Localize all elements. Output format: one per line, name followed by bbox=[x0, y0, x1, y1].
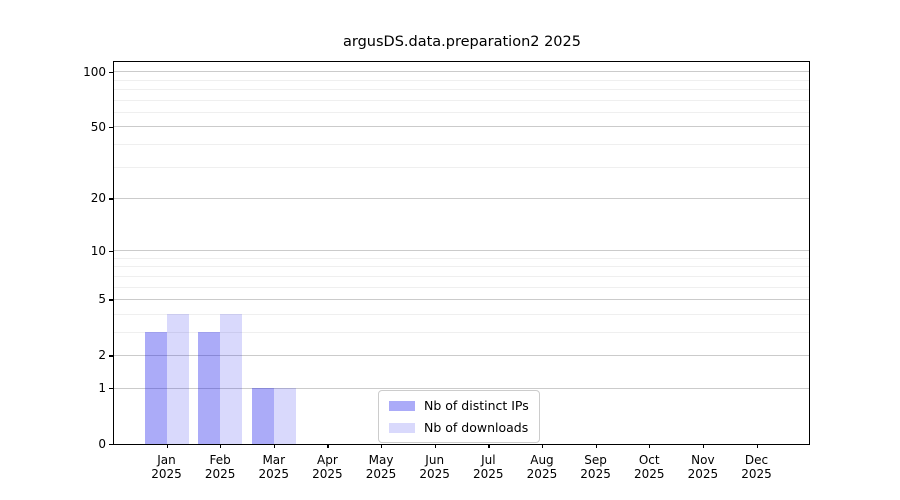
minor-gridline bbox=[114, 331, 809, 333]
y-tick-label: 1 bbox=[98, 381, 106, 396]
bar-mar-distinct-ips bbox=[251, 388, 274, 444]
x-tick-year: 2025 bbox=[204, 467, 236, 481]
x-tick-month: May bbox=[368, 453, 394, 467]
major-gridline bbox=[114, 71, 809, 73]
x-tick-year: 2025 bbox=[151, 467, 182, 481]
x-tick-year: 2025 bbox=[473, 467, 504, 481]
major-gridline bbox=[114, 298, 809, 300]
y-tick-mark bbox=[109, 198, 113, 200]
x-tick-label: Oct 2025 bbox=[621, 453, 677, 481]
bar-mar-downloads bbox=[273, 388, 296, 444]
major-gridline bbox=[114, 126, 809, 128]
legend-item-distinct-ips: Nb of distinct IPs bbox=[389, 398, 529, 413]
x-tick-mark bbox=[220, 444, 222, 448]
minor-gridline bbox=[114, 313, 809, 315]
minor-gridline bbox=[114, 111, 809, 113]
x-tick-mark bbox=[541, 444, 544, 448]
y-tick-label: 5 bbox=[98, 292, 106, 307]
x-tick-mark bbox=[595, 444, 597, 448]
minor-gridline bbox=[114, 286, 809, 288]
x-tick-month: Feb bbox=[209, 453, 231, 467]
x-tick-month: Jul bbox=[481, 453, 496, 467]
y-tick-mark bbox=[109, 388, 113, 390]
major-gridline bbox=[114, 387, 809, 389]
x-tick-year: 2025 bbox=[419, 467, 450, 481]
x-tick-year: 2025 bbox=[526, 467, 558, 481]
minor-gridline bbox=[114, 143, 809, 145]
y-tick-label: 2 bbox=[98, 348, 106, 363]
x-tick-month: Mar bbox=[262, 453, 286, 467]
y-tick-mark bbox=[109, 250, 113, 252]
bar-jan-distinct-ips bbox=[144, 332, 167, 444]
x-tick-year: 2025 bbox=[580, 467, 611, 481]
chart-title: argusDS.data.preparation2 2025 bbox=[342, 34, 581, 50]
major-gridline bbox=[114, 250, 809, 252]
x-tick-label: Feb 2025 bbox=[192, 453, 248, 481]
legend-label-downloads: Nb of downloads bbox=[424, 420, 529, 435]
x-tick-label: May 2025 bbox=[353, 453, 409, 481]
minor-gridline bbox=[114, 166, 809, 168]
x-tick-month: Oct bbox=[638, 453, 660, 467]
x-tick-year: 2025 bbox=[741, 467, 772, 481]
x-tick-label: Jun 2025 bbox=[407, 453, 463, 481]
x-tick-year: 2025 bbox=[312, 467, 343, 481]
y-tick-mark bbox=[109, 444, 113, 446]
legend-item-downloads: Nb of downloads bbox=[389, 420, 529, 435]
legend-swatch-downloads bbox=[389, 422, 415, 433]
major-gridline bbox=[114, 354, 809, 356]
bar-feb-downloads bbox=[220, 314, 243, 444]
x-tick-mark bbox=[381, 444, 383, 448]
x-tick-year: 2025 bbox=[365, 467, 397, 481]
bar-jan-downloads bbox=[166, 314, 189, 444]
major-gridline bbox=[114, 197, 809, 199]
minor-gridline bbox=[114, 99, 809, 101]
x-tick-label: Jan 2025 bbox=[139, 453, 195, 481]
minor-gridline bbox=[114, 89, 809, 91]
x-tick-year: 2025 bbox=[687, 467, 719, 481]
plot-area: 0 1 2 5 10 20 50 100 Jan 2025 Feb 2025 Mar 2025 Apr 202… bbox=[83, 61, 810, 481]
y-tick-label: 100 bbox=[83, 64, 106, 79]
x-tick-mark bbox=[166, 444, 168, 448]
x-tick-month: Jan bbox=[157, 453, 176, 467]
x-tick-mark bbox=[649, 444, 651, 448]
x-tick-mark bbox=[702, 444, 705, 448]
legend-swatch-distinct-ips bbox=[389, 400, 415, 411]
x-tick-year: 2025 bbox=[258, 467, 290, 481]
x-tick-mark bbox=[756, 444, 758, 448]
y-tick-label: 0 bbox=[98, 437, 106, 451]
x-tick-label: Jul 2025 bbox=[460, 453, 516, 481]
x-tick-label: Nov 2025 bbox=[675, 453, 731, 481]
x-tick-label: Sep 2025 bbox=[568, 453, 624, 481]
y-tick-mark bbox=[109, 299, 113, 301]
x-tick-mark bbox=[327, 444, 329, 448]
x-tick-mark bbox=[488, 444, 490, 448]
legend: Nb of distinct IPs Nb of downloads bbox=[378, 390, 540, 443]
x-tick-month: Sep bbox=[584, 453, 607, 467]
x-tick-month: Nov bbox=[691, 453, 715, 467]
x-tick-label: Mar 2025 bbox=[246, 453, 302, 481]
y-tick-mark bbox=[109, 71, 113, 73]
y-tick-mark bbox=[109, 355, 113, 357]
x-tick-year: 2025 bbox=[633, 467, 665, 481]
minor-gridline bbox=[114, 79, 809, 81]
bar-feb-distinct-ips bbox=[198, 332, 221, 444]
minor-gridline bbox=[114, 266, 809, 268]
y-tick-mark bbox=[109, 126, 113, 129]
y-tick-label: 10 bbox=[90, 243, 106, 258]
x-tick-month: Aug bbox=[530, 453, 554, 467]
y-tick-label: 50 bbox=[90, 119, 106, 134]
x-tick-label: Apr 2025 bbox=[299, 453, 355, 481]
x-tick-month: Apr bbox=[317, 453, 338, 467]
minor-gridline bbox=[114, 275, 809, 277]
x-tick-mark bbox=[434, 444, 436, 448]
x-tick-month: Dec bbox=[744, 453, 769, 467]
y-tick-label: 20 bbox=[90, 191, 106, 206]
x-tick-label: Dec 2025 bbox=[729, 453, 785, 481]
x-tick-mark bbox=[273, 444, 275, 448]
x-tick-month: Jun bbox=[425, 453, 445, 467]
minor-gridline bbox=[114, 257, 809, 259]
x-tick-label: Aug 2025 bbox=[514, 453, 570, 481]
legend-label-distinct-ips: Nb of distinct IPs bbox=[424, 398, 529, 413]
